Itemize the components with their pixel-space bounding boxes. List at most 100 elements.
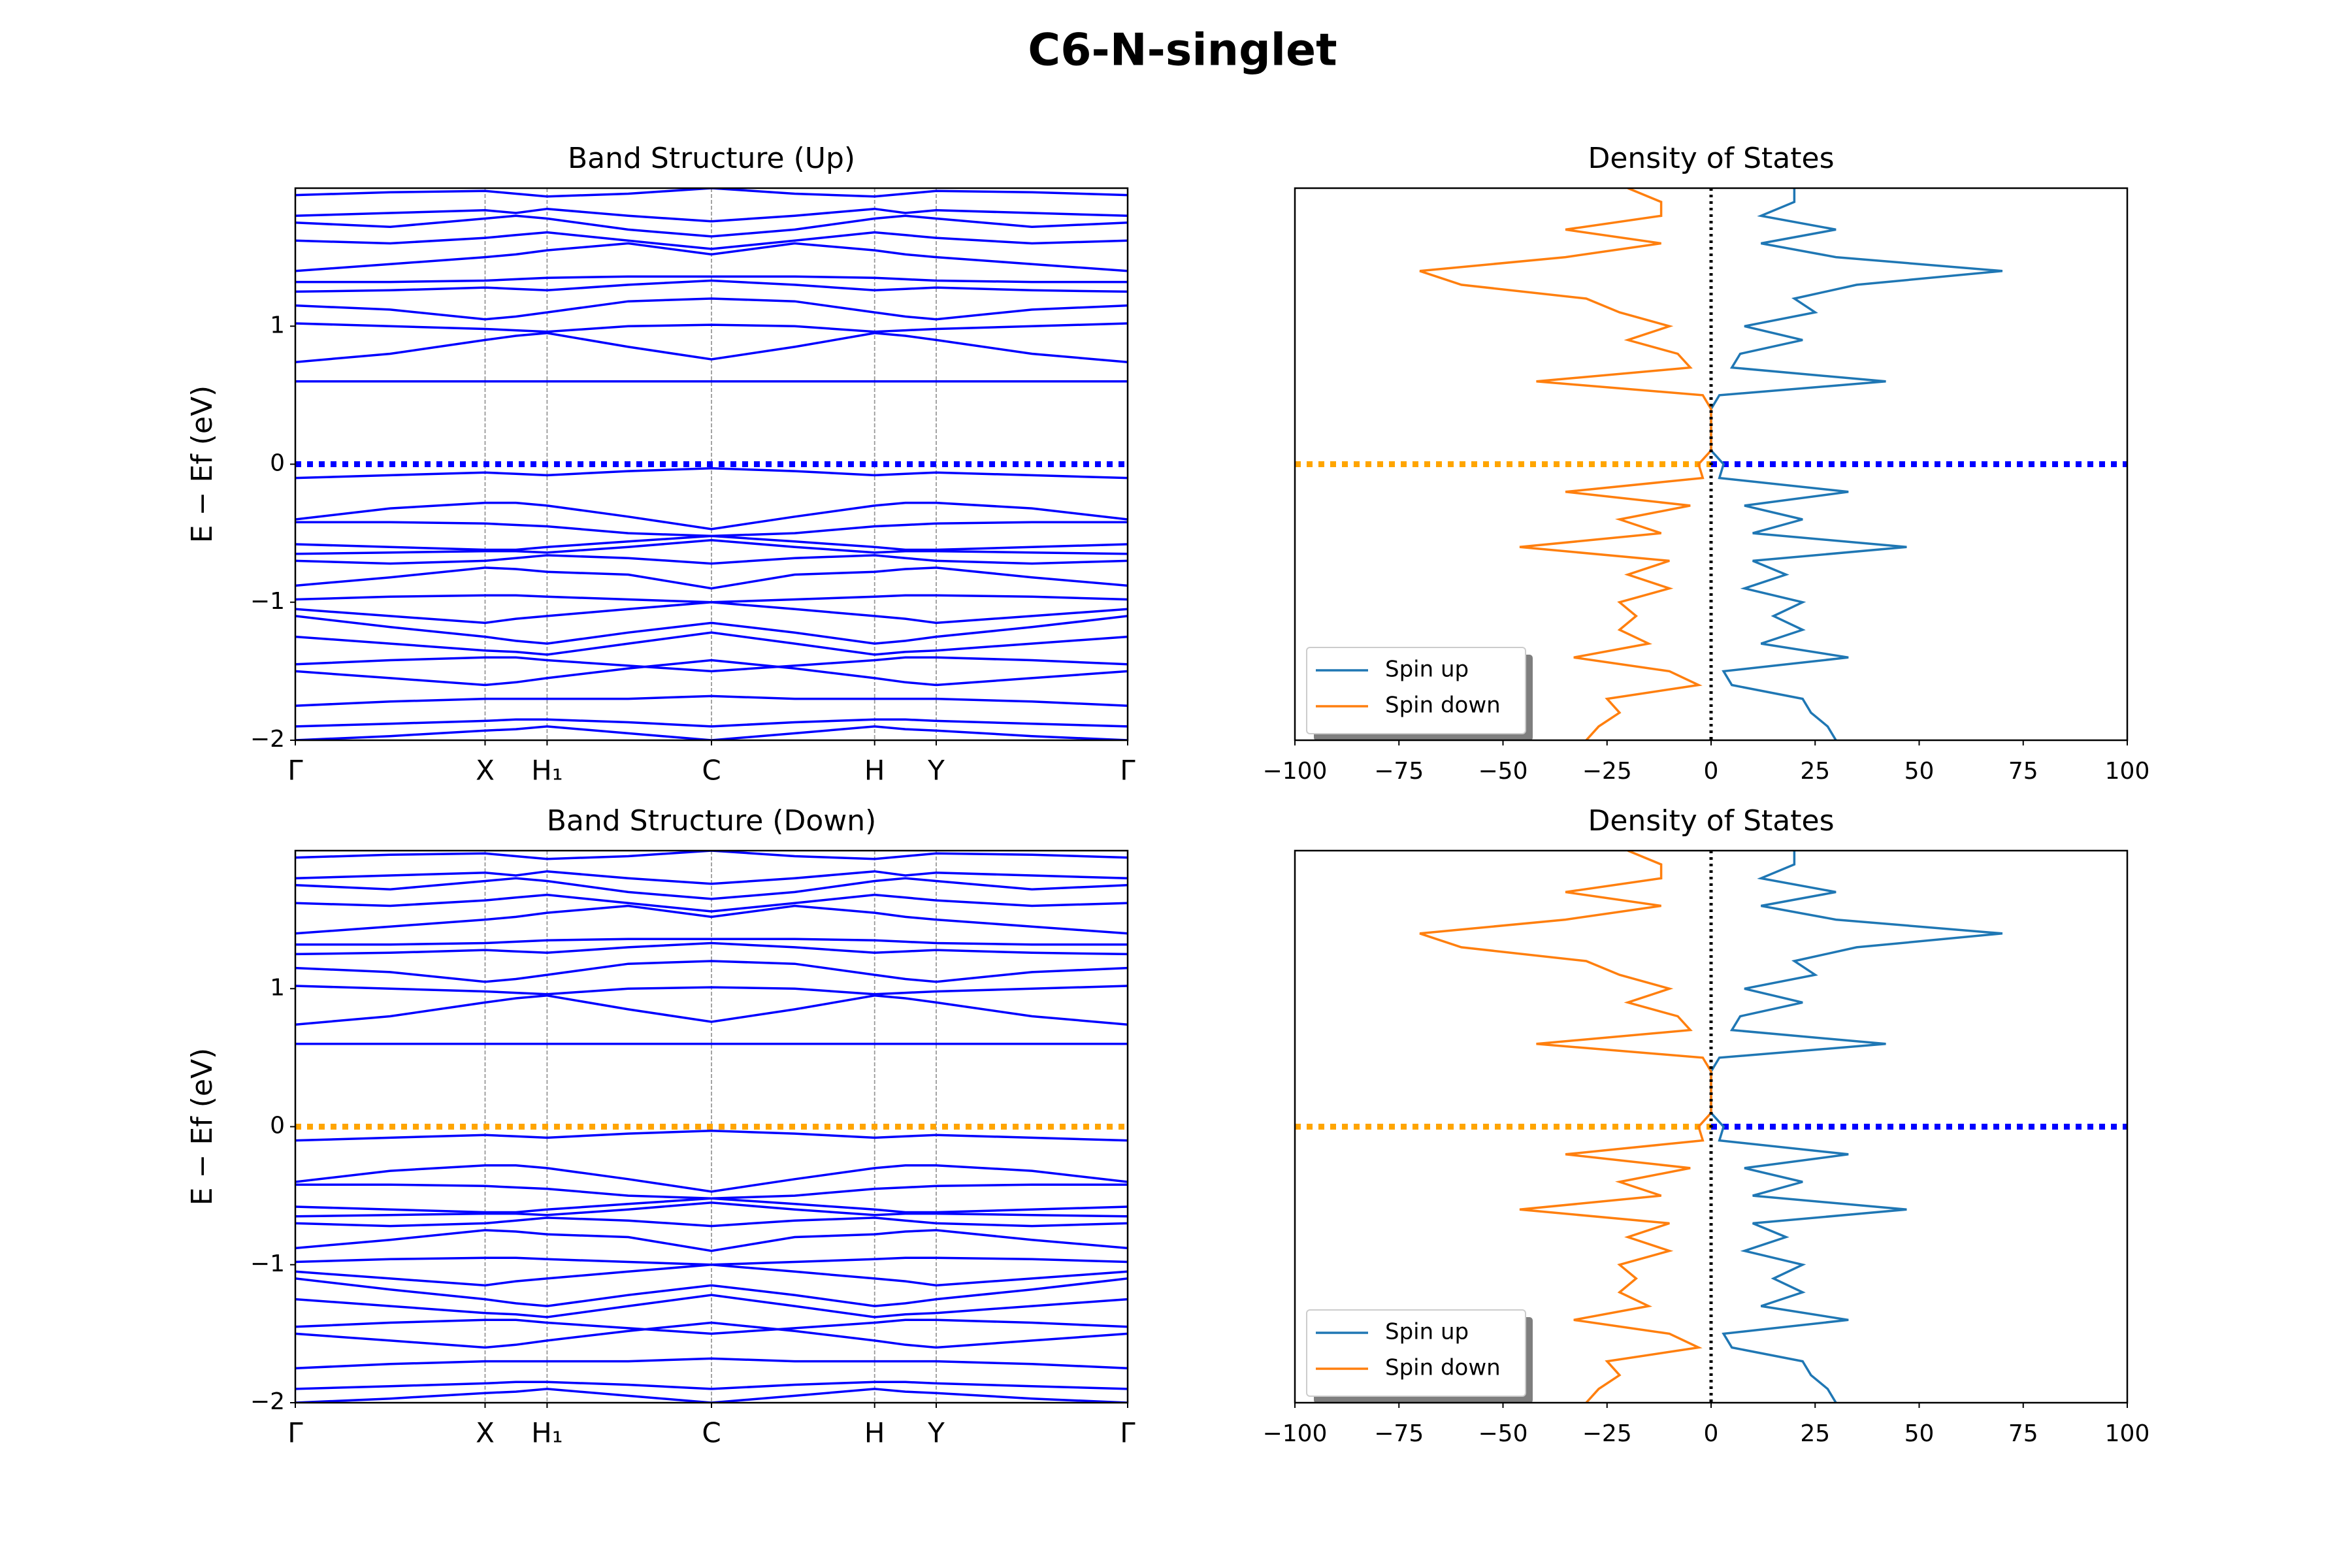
plot-area: [1295, 188, 2127, 740]
band-line: [295, 538, 1128, 555]
subplot-title: Band Structure (Down): [547, 804, 877, 838]
x-tick-label: Γ: [1120, 1417, 1135, 1449]
x-tick-label: −25: [1582, 758, 1632, 785]
band-line: [295, 1164, 1128, 1193]
band-line: [295, 231, 1128, 250]
band-line: [295, 467, 1128, 480]
x-tick-label: −100: [1263, 1420, 1328, 1447]
band-line: [295, 893, 1128, 913]
x-tick-label: 50: [1904, 758, 1935, 785]
x-tick-label: 75: [2008, 758, 2038, 785]
plot-area: [1295, 851, 2127, 1403]
x-tick-label: H₁: [531, 1417, 563, 1449]
y-tick-label: −1: [250, 1250, 285, 1277]
band-line: [295, 1229, 1128, 1252]
subplot-title: Density of States: [1588, 142, 1834, 175]
axes-frame: [1294, 849, 2129, 1404]
band-line: [295, 631, 1128, 656]
y-axis-label: E − Ef (eV): [186, 1048, 219, 1205]
band-line: [295, 941, 1128, 956]
y-axis-label: E − Ef (eV): [186, 385, 219, 543]
x-tick-label: Y: [927, 755, 945, 787]
x-tick-label: 25: [1800, 758, 1830, 785]
x-tick-label: −50: [1478, 758, 1528, 785]
axes-frame: [294, 849, 1129, 1404]
band-line: [295, 554, 1128, 565]
band-line: [295, 1197, 1128, 1214]
band-line: [295, 694, 1128, 707]
x-tick-label: 50: [1904, 1420, 1935, 1447]
x-tick-label: Y: [927, 1417, 945, 1449]
band-line: [295, 322, 1128, 333]
band-line: [295, 1321, 1128, 1349]
band-line: [295, 534, 1128, 551]
y-tick-label: −1: [250, 588, 285, 615]
legend-box: [1306, 1309, 1526, 1397]
band-line: [295, 718, 1128, 728]
band-line: [295, 938, 1128, 946]
dos-line: [1419, 188, 1712, 740]
band-line: [295, 659, 1128, 687]
x-tick-label: Γ: [1120, 755, 1135, 787]
subplot-title: Density of States: [1588, 804, 1834, 838]
x-tick-label: 0: [1704, 758, 1719, 785]
band-line: [295, 1294, 1128, 1318]
figure-title: C6-N-singlet: [1028, 25, 1337, 76]
band-line: [295, 870, 1128, 885]
band-line: [295, 242, 1128, 272]
x-tick-label: H: [864, 1417, 885, 1449]
x-tick-label: X: [476, 1417, 495, 1449]
band-line: [295, 1201, 1128, 1218]
y-tick-label: 0: [270, 1113, 285, 1139]
x-tick-label: 0: [1704, 1420, 1719, 1447]
x-tick-label: H₁: [531, 755, 563, 787]
legend-label: Spin down: [1385, 693, 1501, 719]
subplot: Density of States −100 −75 −50 −25 0 25 50 75 100…: [1263, 804, 2150, 1447]
band-line: [295, 725, 1128, 740]
x-tick-label: Γ: [287, 1417, 303, 1449]
band-line: [295, 207, 1128, 223]
band-line: [295, 1388, 1128, 1403]
x-tick-label: −75: [1374, 758, 1424, 785]
band-line: [295, 279, 1128, 293]
y-tick-label: −2: [250, 1388, 285, 1415]
x-tick-label: −75: [1374, 1420, 1424, 1447]
x-tick-label: 100: [2105, 758, 2150, 785]
dos-line: [1419, 851, 1712, 1403]
dos-line: [1710, 851, 2003, 1403]
band-line: [295, 960, 1128, 983]
y-tick-label: 0: [270, 450, 285, 477]
band-line: [295, 332, 1128, 363]
band-line: [295, 656, 1128, 673]
band-line: [295, 1264, 1128, 1287]
band-line: [295, 1357, 1128, 1369]
y-tick-label: −2: [250, 726, 285, 753]
x-tick-label: −25: [1582, 1420, 1632, 1447]
legend-box: [1306, 647, 1526, 734]
band-line: [295, 214, 1128, 238]
legend-label: Spin down: [1385, 1355, 1501, 1381]
x-tick-label: C: [702, 1417, 721, 1449]
x-tick-label: 100: [2105, 1420, 2150, 1447]
x-tick-label: Γ: [287, 755, 303, 787]
band-line: [295, 851, 1128, 860]
subplot-title: Band Structure (Up): [568, 142, 855, 175]
x-tick-label: 25: [1800, 1420, 1830, 1447]
plot-area: [295, 851, 1128, 1403]
band-line: [295, 188, 1128, 198]
band-line: [295, 904, 1128, 935]
band-line: [295, 1277, 1128, 1307]
band-line: [295, 877, 1128, 900]
x-tick-label: −100: [1263, 758, 1328, 785]
x-tick-label: X: [476, 755, 495, 787]
axes-frame: [294, 187, 1129, 742]
x-tick-label: −50: [1478, 1420, 1528, 1447]
plot-area: [295, 188, 1128, 740]
band-line: [295, 615, 1128, 645]
band-line: [295, 601, 1128, 625]
band-line: [295, 566, 1128, 590]
band-line: [295, 297, 1128, 321]
